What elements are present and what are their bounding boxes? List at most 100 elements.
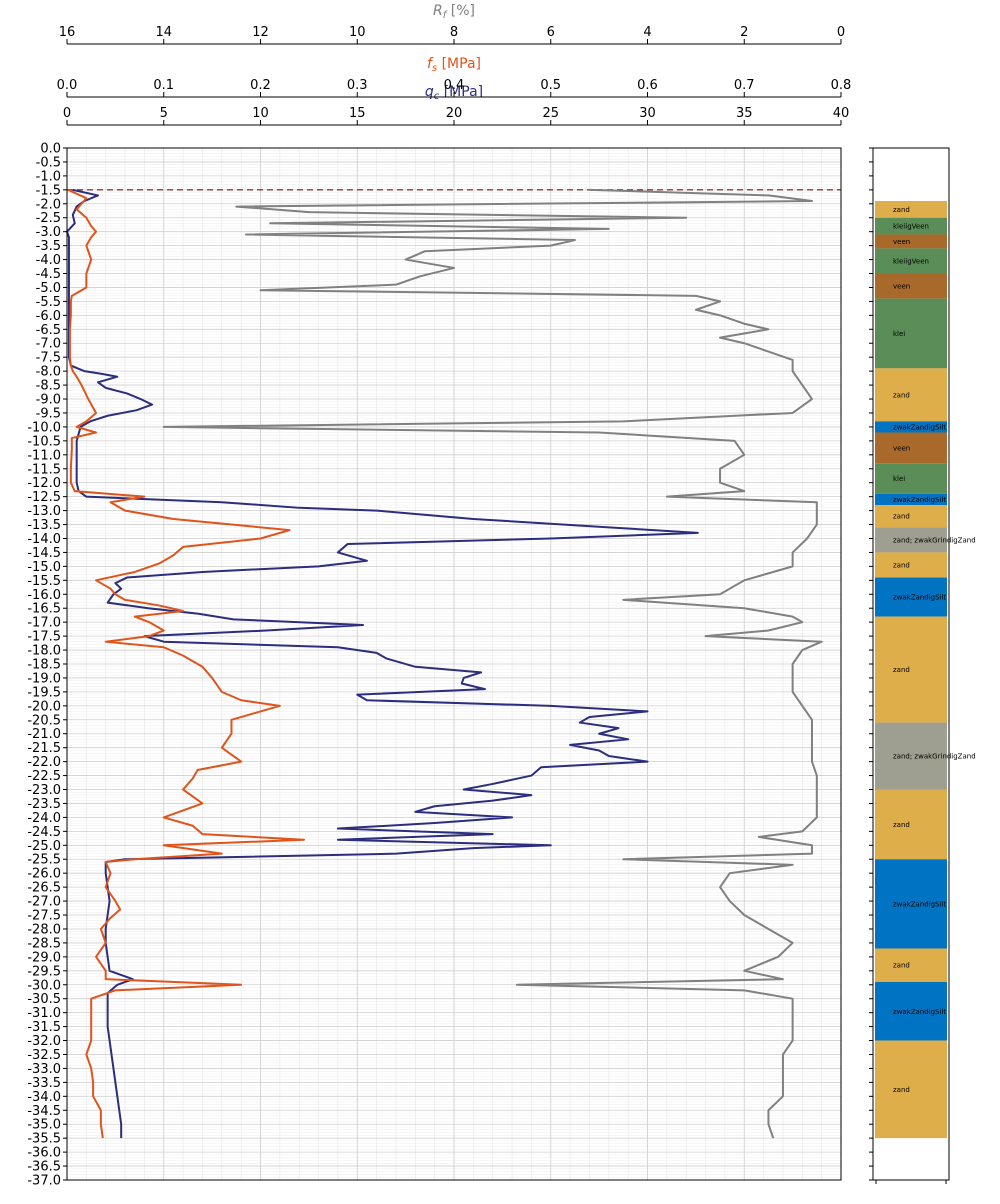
depth-tick-label: -13.5 — [27, 518, 61, 533]
axis-tick-label-qc: 25 — [542, 106, 559, 121]
soil-layer — [875, 368, 947, 422]
axis-tick-label-fs: 0.2 — [250, 78, 271, 93]
depth-tick-label: -11.5 — [27, 462, 61, 477]
depth-tick-label: -4.5 — [36, 267, 61, 282]
series-line-fs — [67, 188, 306, 1139]
depth-tick-label: -36.5 — [27, 1160, 61, 1175]
soil-layer-label: klei — [893, 330, 905, 338]
axis-tick-label-qc: 15 — [349, 106, 366, 121]
axis-tick-label-qc: 40 — [833, 106, 850, 121]
depth-tick-label: -11.0 — [27, 448, 61, 463]
depth-tick-label: -31.0 — [27, 1006, 61, 1021]
soil-layer-label: zand — [893, 206, 910, 214]
depth-tick-label: -28.0 — [27, 922, 61, 937]
axis-tick-label-rf: 16 — [59, 25, 76, 40]
depth-tick-label: -29.5 — [27, 964, 61, 979]
soil-layer-label: zand; zwakGrindigZand — [893, 753, 976, 761]
depth-tick-label: -9.0 — [36, 393, 61, 408]
depth-tick-label: -10.0 — [27, 420, 61, 435]
depth-tick-label: 0.0 — [40, 142, 61, 157]
axis-tick-label-rf: 8 — [450, 25, 458, 40]
depth-tick-label: -35.0 — [27, 1118, 61, 1133]
depth-tick-label: -12.5 — [27, 490, 61, 505]
soil-layer-label: zand — [893, 821, 910, 829]
soil-layer — [875, 859, 947, 949]
depth-tick-label: -37.0 — [27, 1174, 61, 1189]
depth-tick-label: -22.0 — [27, 755, 61, 770]
soil-layer — [875, 421, 947, 433]
soil-layer-label: veen — [893, 444, 910, 452]
axis-tick-label-qc: 30 — [639, 106, 656, 121]
soil-layer — [875, 789, 947, 860]
depth-tick-label: -32.5 — [27, 1048, 61, 1063]
depth-tick-label: -13.0 — [27, 504, 61, 519]
axis-tick-label-fs: 0.7 — [734, 78, 755, 93]
soil-layer — [875, 552, 947, 578]
soil-profile: zand kleiigVeen veen kleiigVeen veen klei zand… — [869, 147, 976, 1184]
depth-tick-label: -8.0 — [36, 365, 61, 380]
depth-tick-label: -1.0 — [36, 169, 61, 184]
depth-tick-label: -2.5 — [36, 211, 61, 226]
depth-tick-label: -22.5 — [27, 769, 61, 784]
depth-tick-label: -10.5 — [27, 434, 61, 449]
soil-layer-label: kleiigVeen — [893, 223, 929, 231]
depth-tick-label: -17.0 — [27, 616, 61, 631]
axis-tick-label-qc: 10 — [252, 106, 269, 121]
depth-tick-label: -3.5 — [36, 239, 61, 254]
axis-tick-label-rf: 10 — [349, 25, 366, 40]
depth-tick-label: -20.0 — [27, 699, 61, 714]
axis-tick-label-fs: 0.0 — [57, 78, 78, 93]
soil-layer — [875, 200, 947, 218]
axis-tick-label-fs: 0.1 — [153, 78, 174, 93]
axis-tick-label-qc: 0 — [63, 106, 71, 121]
depth-tick-label: -6.0 — [36, 309, 61, 324]
depth-tick-label: -26.5 — [27, 881, 61, 896]
top-axis-qc: 0510152025303540qc [MPa] — [63, 84, 850, 126]
depth-tick-label: -25.5 — [27, 853, 61, 868]
depth-tick-label: -12.0 — [27, 476, 61, 491]
depth-tick-label: -27.0 — [27, 895, 61, 910]
depth-tick-label: -9.5 — [36, 406, 61, 421]
depth-tick-label: -8.5 — [36, 379, 61, 394]
depth-tick-label: -29.0 — [27, 950, 61, 965]
depth-tick-label: -7.0 — [36, 337, 61, 352]
depth-tick-label: -23.5 — [27, 797, 61, 812]
soil-layer — [875, 463, 947, 494]
depth-tick-label: -24.0 — [27, 811, 61, 826]
depth-tick-label: -24.5 — [27, 825, 61, 840]
soil-layer-label: veen — [893, 283, 910, 291]
depth-tick-label: -27.5 — [27, 909, 61, 924]
axis-label-fs: fs [MPa] — [427, 56, 481, 74]
depth-tick-label: -36.0 — [27, 1146, 61, 1161]
axis-tick-label-fs: 0.4 — [444, 78, 465, 93]
depth-tick-label: -30.0 — [27, 978, 61, 993]
axis-tick-label-qc: 20 — [446, 106, 463, 121]
depth-tick-label: -15.5 — [27, 574, 61, 589]
soil-layer-label: zand — [893, 561, 910, 569]
depth-tick-label: -4.0 — [36, 253, 61, 268]
soil-layer-label: zand — [893, 391, 910, 399]
depth-tick-label: -33.5 — [27, 1076, 61, 1091]
depth-tick-label: -0.5 — [36, 155, 61, 170]
depth-tick-label: -30.5 — [27, 992, 61, 1007]
depth-tick-label: -20.5 — [27, 713, 61, 728]
series-line-rf — [162, 188, 823, 1139]
axis-tick-label-fs: 0.3 — [347, 78, 368, 93]
soil-layer — [875, 948, 947, 982]
depth-tick-label: -32.0 — [27, 1034, 61, 1049]
depth-tick-label: -14.5 — [27, 546, 61, 561]
soil-layer-label: zwakZandigSilt — [893, 423, 946, 431]
depth-tick-label: -6.5 — [36, 323, 61, 338]
soil-layer-label: zand — [893, 666, 910, 674]
soil-layer-label: veen — [893, 238, 910, 246]
depth-tick-label: -17.5 — [27, 630, 61, 645]
soil-layer — [875, 505, 947, 528]
depth-tick-label: -2.0 — [36, 197, 61, 212]
soil-layer-label: kleiigVeen — [893, 257, 929, 265]
depth-tick-label: -34.0 — [27, 1090, 61, 1105]
plot-area — [66, 147, 842, 1181]
depth-tick-label: -18.5 — [27, 658, 61, 673]
depth-tick-label: -5.5 — [36, 295, 61, 310]
soil-layer — [875, 248, 947, 274]
